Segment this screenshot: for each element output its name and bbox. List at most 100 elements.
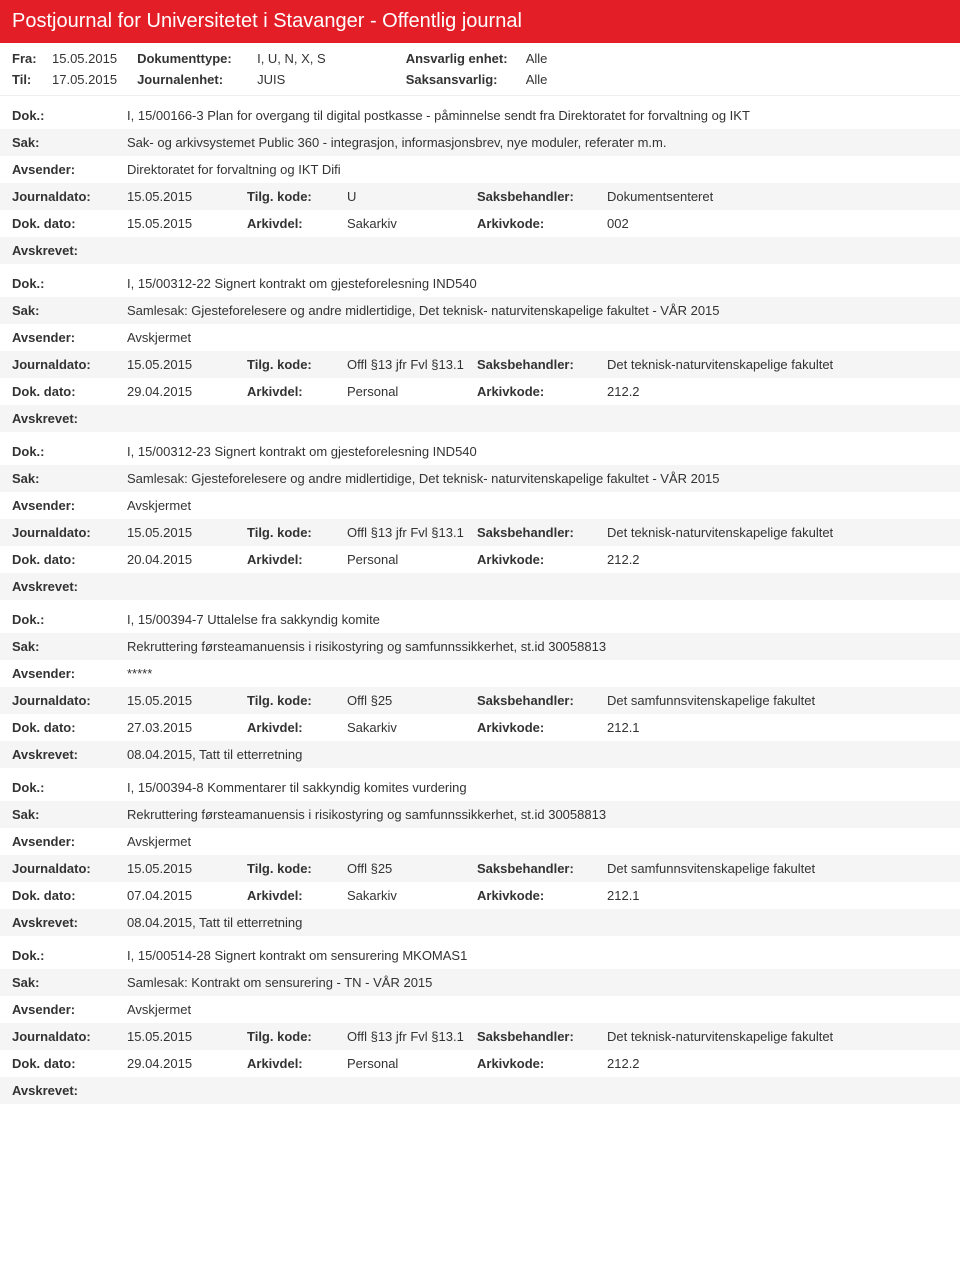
journaldato-label: Journaldato: xyxy=(12,861,91,876)
saksbehandler-label: Saksbehandler: xyxy=(477,693,574,708)
avskrevet-label: Avskrevet: xyxy=(12,411,127,426)
journal-entry: Dok.: I, 15/00514-28 Signert kontrakt om… xyxy=(0,942,960,1104)
journaldato-label: Journaldato: xyxy=(12,189,91,204)
dokdato-value: 29.04.2015 xyxy=(127,384,192,399)
sak-value: Rekruttering førsteamanuensis i risikost… xyxy=(127,639,948,654)
filter-bar: Fra: 15.05.2015 Til: 17.05.2015 Dokument… xyxy=(0,43,960,96)
saksbehandler-label: Saksbehandler: xyxy=(477,357,574,372)
avsender-label: Avsender: xyxy=(12,666,127,681)
avsender-label: Avsender: xyxy=(12,1002,127,1017)
arkivkode-value: 212.2 xyxy=(607,552,640,567)
tilgkode-label: Tilg. kode: xyxy=(247,525,312,540)
dok-value: I, 15/00394-7 Uttalelse fra sakkyndig ko… xyxy=(127,612,948,627)
page-header: Postjournal for Universitetet i Stavange… xyxy=(0,0,960,43)
journaldato-value: 15.05.2015 xyxy=(127,525,192,540)
dok-row: Dok.: I, 15/00312-23 Signert kontrakt om… xyxy=(0,438,960,465)
avskrevet-label: Avskrevet: xyxy=(12,747,127,762)
dok-value: I, 15/00166-3 Plan for overgang til digi… xyxy=(127,108,948,123)
tilgkode-value: Offl §13 jfr Fvl §13.1 xyxy=(347,357,464,372)
sak-row: Sak: Sak- og arkivsystemet Public 360 - … xyxy=(0,129,960,156)
sak-row: Sak: Samlesak: Gjesteforelesere og andre… xyxy=(0,465,960,492)
avskrevet-row: Avskrevet: xyxy=(0,237,960,264)
sak-label: Sak: xyxy=(12,303,127,318)
dokdato-row: Dok. dato: 29.04.2015 Arkivdel: Personal… xyxy=(0,378,960,405)
journalenhet-value: JUIS xyxy=(257,72,285,87)
arkivkode-label: Arkivkode: xyxy=(477,720,544,735)
avsender-row: Avsender: Avskjermet xyxy=(0,324,960,351)
arkivkode-value: 212.2 xyxy=(607,384,640,399)
avskrevet-label: Avskrevet: xyxy=(12,1083,127,1098)
dokdato-value: 29.04.2015 xyxy=(127,1056,192,1071)
tilgkode-label: Tilg. kode: xyxy=(247,357,312,372)
sak-row: Sak: Rekruttering førsteamanuensis i ris… xyxy=(0,633,960,660)
ansvarlig-value: Alle xyxy=(526,51,548,66)
avskrevet-row: Avskrevet: xyxy=(0,573,960,600)
dok-label: Dok.: xyxy=(12,612,127,627)
dokdato-label: Dok. dato: xyxy=(12,1056,76,1071)
journaldato-label: Journaldato: xyxy=(12,1029,91,1044)
arkivkode-value: 212.1 xyxy=(607,720,640,735)
journaldato-row: Journaldato: 15.05.2015 Tilg. kode: Offl… xyxy=(0,351,960,378)
til-label: Til: xyxy=(12,72,42,87)
avskrevet-row: Avskrevet: 08.04.2015, Tatt til etterret… xyxy=(0,909,960,936)
fra-label: Fra: xyxy=(12,51,42,66)
arkivkode-label: Arkivkode: xyxy=(477,384,544,399)
saksbehandler-value: Det teknisk-naturvitenskapelige fakultet xyxy=(607,1029,833,1044)
dokdato-label: Dok. dato: xyxy=(12,720,76,735)
avskrevet-row: Avskrevet: xyxy=(0,405,960,432)
tilgkode-value: Offl §25 xyxy=(347,861,392,876)
journaldato-label: Journaldato: xyxy=(12,693,91,708)
dokdato-row: Dok. dato: 29.04.2015 Arkivdel: Personal… xyxy=(0,1050,960,1077)
dok-row: Dok.: I, 15/00394-8 Kommentarer til sakk… xyxy=(0,774,960,801)
sak-label: Sak: xyxy=(12,471,127,486)
journaldato-value: 15.05.2015 xyxy=(127,1029,192,1044)
avsender-label: Avsender: xyxy=(12,834,127,849)
journalenhet-label: Journalenhet: xyxy=(137,72,247,87)
saksbehandler-value: Det teknisk-naturvitenskapelige fakultet xyxy=(607,357,833,372)
arkivdel-label: Arkivdel: xyxy=(247,384,303,399)
tilgkode-value: U xyxy=(347,189,356,204)
dokdato-value: 07.04.2015 xyxy=(127,888,192,903)
dok-row: Dok.: I, 15/00166-3 Plan for overgang ti… xyxy=(0,102,960,129)
saksbehandler-value: Det samfunnsvitenskapelige fakultet xyxy=(607,693,815,708)
dokdato-row: Dok. dato: 15.05.2015 Arkivdel: Sakarkiv… xyxy=(0,210,960,237)
ansvarlig-label: Ansvarlig enhet: xyxy=(406,51,516,66)
dokdato-label: Dok. dato: xyxy=(12,888,76,903)
avsender-row: Avsender: Direktoratet for forvaltning o… xyxy=(0,156,960,183)
saksansvarlig-label: Saksansvarlig: xyxy=(406,72,516,87)
arkivdel-value: Personal xyxy=(347,552,398,567)
page-title: Postjournal for Universitetet i Stavange… xyxy=(12,10,948,33)
fra-value: 15.05.2015 xyxy=(52,51,117,66)
journaldato-row: Journaldato: 15.05.2015 Tilg. kode: Offl… xyxy=(0,519,960,546)
dok-label: Dok.: xyxy=(12,108,127,123)
avskrevet-label: Avskrevet: xyxy=(12,915,127,930)
journaldato-value: 15.05.2015 xyxy=(127,861,192,876)
avskrevet-row: Avskrevet: 08.04.2015, Tatt til etterret… xyxy=(0,741,960,768)
avsender-row: Avsender: Avskjermet xyxy=(0,492,960,519)
dok-row: Dok.: I, 15/00394-7 Uttalelse fra sakkyn… xyxy=(0,606,960,633)
journaldato-row: Journaldato: 15.05.2015 Tilg. kode: U Sa… xyxy=(0,183,960,210)
dokdato-label: Dok. dato: xyxy=(12,384,76,399)
saksbehandler-label: Saksbehandler: xyxy=(477,189,574,204)
sak-value: Sak- og arkivsystemet Public 360 - integ… xyxy=(127,135,948,150)
tilgkode-label: Tilg. kode: xyxy=(247,861,312,876)
arkivdel-value: Personal xyxy=(347,384,398,399)
dokdato-value: 20.04.2015 xyxy=(127,552,192,567)
saksbehandler-label: Saksbehandler: xyxy=(477,525,574,540)
arkivdel-label: Arkivdel: xyxy=(247,720,303,735)
arkivdel-label: Arkivdel: xyxy=(247,888,303,903)
avsender-value: Avskjermet xyxy=(127,498,948,513)
arkivdel-value: Sakarkiv xyxy=(347,888,397,903)
journaldato-value: 15.05.2015 xyxy=(127,189,192,204)
arkivkode-value: 212.1 xyxy=(607,888,640,903)
avskrevet-label: Avskrevet: xyxy=(12,243,127,258)
journal-entry: Dok.: I, 15/00312-22 Signert kontrakt om… xyxy=(0,270,960,432)
dok-label: Dok.: xyxy=(12,780,127,795)
dok-value: I, 15/00394-8 Kommentarer til sakkyndig … xyxy=(127,780,948,795)
tilgkode-label: Tilg. kode: xyxy=(247,693,312,708)
dok-row: Dok.: I, 15/00514-28 Signert kontrakt om… xyxy=(0,942,960,969)
dokdato-label: Dok. dato: xyxy=(12,216,76,231)
dokdato-value: 27.03.2015 xyxy=(127,720,192,735)
arkivdel-label: Arkivdel: xyxy=(247,1056,303,1071)
journal-entry: Dok.: I, 15/00394-7 Uttalelse fra sakkyn… xyxy=(0,606,960,768)
